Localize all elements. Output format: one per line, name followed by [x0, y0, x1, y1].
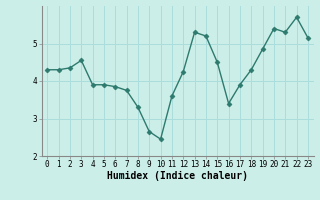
X-axis label: Humidex (Indice chaleur): Humidex (Indice chaleur)	[107, 171, 248, 181]
